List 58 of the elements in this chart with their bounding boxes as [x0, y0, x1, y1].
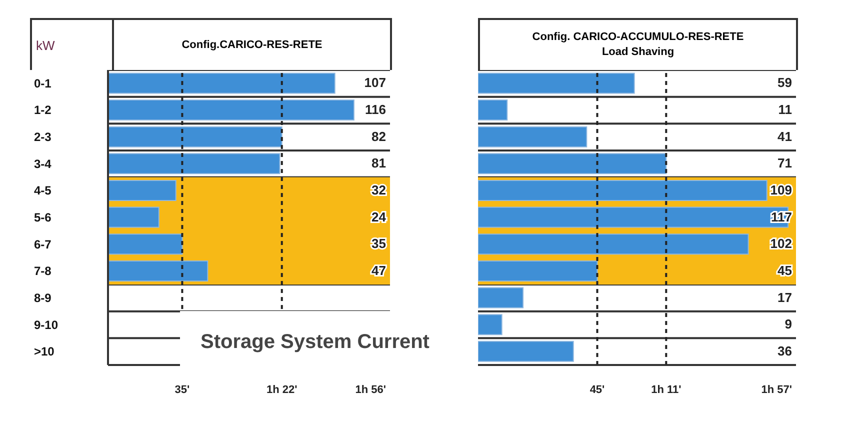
data-label: 17	[778, 290, 792, 305]
data-label: 11	[778, 102, 792, 118]
data-label: 45	[778, 262, 792, 278]
bar	[108, 72, 336, 94]
data-label: 82	[372, 128, 386, 144]
ref-line-label: 1h 22'	[266, 384, 298, 396]
bar	[478, 234, 749, 255]
bar	[478, 340, 574, 362]
data-label: 59	[778, 75, 792, 90]
ref-line-label: 45'	[590, 384, 606, 396]
data-label: 116	[365, 102, 386, 118]
chart-title: Config.CARICO-RES-RETE	[182, 38, 322, 52]
y-tick-label: >10	[34, 344, 55, 359]
y-tick-label: 2-3	[34, 130, 52, 144]
data-label: 71	[778, 156, 792, 171]
bar	[108, 234, 183, 255]
data-label: 36	[778, 343, 792, 358]
y-tick-label: 5-6	[34, 210, 52, 224]
data-label: 47	[372, 262, 386, 278]
text: 1h 57'	[761, 384, 792, 396]
text: 1h 56'	[355, 384, 386, 396]
chart-title: Config. CARICO-ACCUMULO-RES-RETE	[532, 30, 744, 45]
bar	[478, 260, 598, 282]
y-tick-label: 4-5	[34, 184, 52, 198]
bar	[108, 126, 282, 148]
y-tick-label: 6-7	[34, 237, 52, 252]
data-label: 41	[778, 128, 792, 144]
ref-line-label: 35'	[174, 384, 190, 396]
y-tick-label: 0-1	[34, 76, 52, 90]
data-label: 109	[770, 182, 792, 198]
data-label: 107	[364, 75, 386, 90]
y-tick-label: 1-2	[34, 103, 52, 118]
chart-subtitle: Load Shaving	[602, 45, 674, 60]
bar	[478, 314, 502, 336]
bar	[478, 287, 524, 308]
data-label: 9	[784, 316, 792, 332]
y-axis-title: kW	[32, 20, 114, 70]
bar	[108, 180, 176, 201]
bar	[478, 153, 667, 174]
y-tick-label: 3-4	[34, 156, 52, 171]
bar	[108, 260, 208, 282]
data-label: 35	[372, 236, 386, 252]
bar	[478, 100, 508, 121]
data-label: 81	[372, 156, 386, 171]
bar	[478, 180, 768, 201]
bar	[108, 153, 280, 174]
ref-line-label: 1h 11'	[651, 384, 682, 396]
bar	[108, 206, 160, 228]
y-tick-label: 8-9	[34, 290, 52, 305]
y-tick-label: 7-8	[34, 264, 52, 278]
annotation: Storage System Current	[180, 311, 450, 373]
bar	[478, 126, 588, 148]
y-tick-label: 9-10	[34, 318, 58, 332]
bar	[108, 100, 354, 121]
bar	[478, 72, 635, 94]
data-label: 24	[372, 209, 387, 224]
data-label: 102	[770, 236, 792, 252]
data-label: 32	[372, 182, 386, 198]
